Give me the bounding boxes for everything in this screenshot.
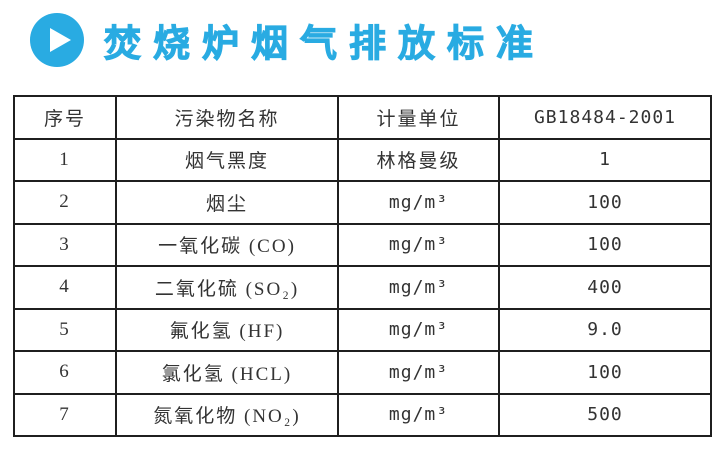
cell-pollutant: 氯化氢 (HCL) — [115, 350, 339, 395]
cell-pollutant: 烟尘 — [115, 180, 339, 225]
cell-pollutant: 烟气黑度 — [115, 137, 339, 182]
cell-value: 1 — [498, 137, 712, 182]
column-header-no: 序号 — [13, 95, 117, 140]
table-row: 4 二氧化硫 (SO₂) mg/m³ 400 — [13, 265, 712, 310]
cell-pollutant: 一氧化碳 (CO) — [115, 222, 339, 267]
table-header: 序号 污染物名称 计量单位 GB18484-2001 — [13, 95, 712, 140]
cell-unit: 林格曼级 — [337, 137, 500, 182]
cell-no: 5 — [13, 307, 117, 352]
table-row: 5 氟化氢 (HF) mg/m³ 9.0 — [13, 307, 712, 352]
cell-no: 7 — [13, 392, 117, 437]
cell-value: 100 — [498, 180, 712, 225]
cell-value: 9.0 — [498, 307, 712, 352]
column-header-pollutant: 污染物名称 — [115, 95, 339, 140]
emission-standards-table: 序号 污染物名称 计量单位 GB18484-2001 1 烟气黑度 林格曼级 1 2 烟尘… — [13, 95, 712, 437]
table-row: 6 氯化氢 (HCL) mg/m³ 100 — [13, 350, 712, 395]
page-title: 焚烧炉烟气排放标准 — [104, 22, 545, 66]
column-header-standard: GB18484-2001 — [498, 95, 712, 140]
cell-value: 400 — [498, 265, 712, 310]
table-row: 7 氮氧化物 (NO₂) mg/m³ 500 — [13, 392, 712, 437]
table-row: 1 烟气黑度 林格曼级 1 — [13, 137, 712, 182]
table-row: 3 一氧化碳 (CO) mg/m³ 100 — [13, 222, 712, 267]
cell-pollutant: 氮氧化物 (NO₂) — [115, 392, 339, 437]
cell-unit: mg/m³ — [337, 392, 500, 437]
cell-unit: mg/m³ — [337, 307, 500, 352]
cell-unit: mg/m³ — [337, 222, 500, 267]
cell-value: 500 — [498, 392, 712, 437]
table-row: 2 烟尘 mg/m³ 100 — [13, 180, 712, 225]
cell-value: 100 — [498, 350, 712, 395]
cell-unit: mg/m³ — [337, 180, 500, 225]
column-header-unit: 计量单位 — [337, 95, 500, 140]
cell-no: 1 — [13, 137, 117, 182]
cell-no: 2 — [13, 180, 117, 225]
cell-pollutant: 氟化氢 (HF) — [115, 307, 339, 352]
cell-unit: mg/m³ — [337, 350, 500, 395]
table-header-row: 序号 污染物名称 计量单位 GB18484-2001 — [13, 95, 712, 140]
cell-no: 3 — [13, 222, 117, 267]
cell-no: 6 — [13, 350, 117, 395]
play-icon — [30, 13, 84, 67]
cell-no: 4 — [13, 265, 117, 310]
page-header: 焚烧炉烟气排放标准 — [0, 0, 719, 68]
table-body: 1 烟气黑度 林格曼级 1 2 烟尘 mg/m³ 100 3 一氧化碳 (CO) mg/m³ 100 4… — [13, 137, 712, 437]
cell-unit: mg/m³ — [337, 265, 500, 310]
cell-pollutant: 二氧化硫 (SO₂) — [115, 265, 339, 310]
cell-value: 100 — [498, 222, 712, 267]
